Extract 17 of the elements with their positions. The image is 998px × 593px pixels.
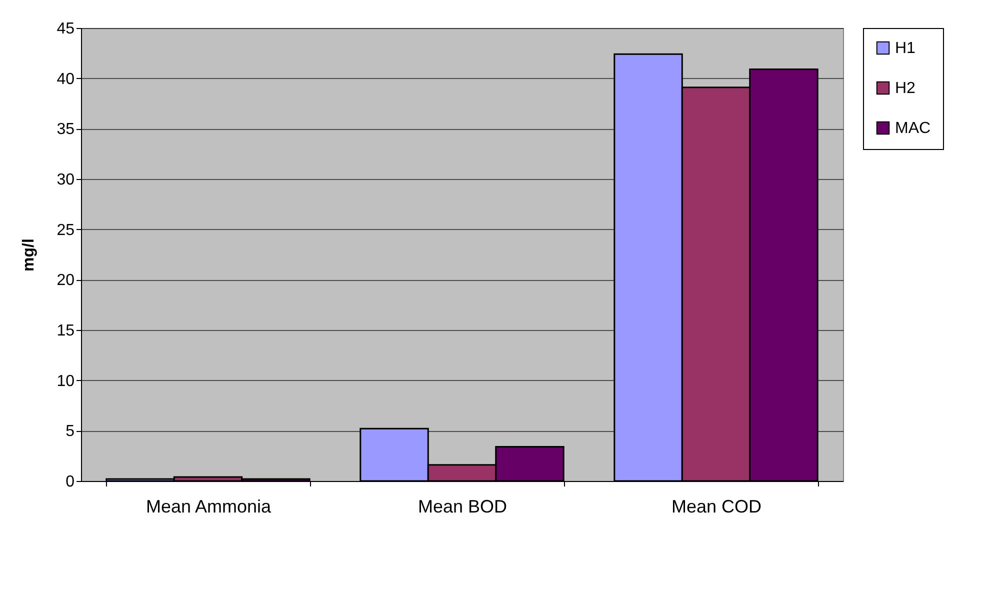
y-tick-label: 10 xyxy=(56,372,75,390)
legend-label: H1 xyxy=(895,40,916,57)
legend-label: MAC xyxy=(895,120,931,137)
y-tick-label: 30 xyxy=(56,172,75,188)
y-axis-title: mg/l xyxy=(20,238,38,272)
y-tick-label: 5 xyxy=(66,423,75,440)
y-tick-label: 15 xyxy=(56,322,75,340)
y-tick-label: 25 xyxy=(56,222,75,239)
x-tick-label: Mean BOD xyxy=(418,496,508,516)
legend-label: H2 xyxy=(895,80,916,97)
y-tick-label: 20 xyxy=(56,272,75,290)
y-tick-label: 0 xyxy=(66,474,75,490)
x-tick-label: Mean Ammonia xyxy=(146,496,272,516)
x-tick-label: Mean COD xyxy=(671,496,762,516)
y-tick-label: 45 xyxy=(56,20,75,38)
y-tick-label: 35 xyxy=(56,121,75,138)
y-tick-label: 40 xyxy=(56,70,75,88)
